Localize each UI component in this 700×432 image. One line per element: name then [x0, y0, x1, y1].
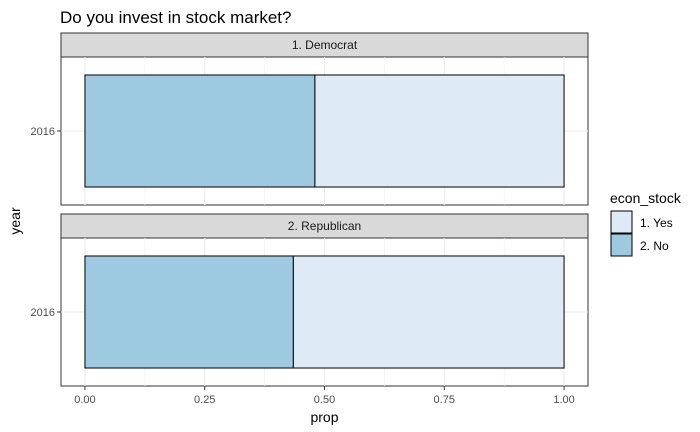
bars-republican — [84, 255, 565, 369]
y-axis-title: year — [7, 207, 23, 235]
bar-segment-1-yes — [314, 74, 565, 188]
facet-republican: 2. Republican 2016 — [31, 213, 589, 387]
x-tick-label: 0.00 — [74, 394, 95, 406]
legend-title: econ_stock — [610, 190, 682, 206]
legend-label-no: 2. No — [640, 239, 669, 253]
facet-strip-label-democrat: 1. Democrat — [292, 38, 358, 52]
y-tick-label-republican: 2016 — [31, 307, 55, 319]
facet-democrat: 1. Democrat 2016 — [31, 32, 589, 206]
legend-key-no — [610, 233, 633, 257]
facet-strip-label-republican: 2. Republican — [288, 219, 361, 233]
bar-segment-2-no — [84, 74, 316, 188]
legend-key-yes — [610, 210, 633, 234]
legend-label-yes: 1. Yes — [640, 216, 673, 230]
chart-title: Do you invest in stock market? — [60, 8, 291, 27]
legend: econ_stock 1. Yes 2. No — [610, 190, 682, 257]
y-tick-label-democrat: 2016 — [31, 126, 55, 138]
facet-strip-republican — [60, 213, 589, 239]
x-axis: 0.00 0.25 0.50 0.75 1.00 — [74, 386, 575, 406]
bar-segment-1-yes — [292, 255, 565, 369]
facet-strip-democrat — [60, 32, 589, 58]
x-tick-label: 0.75 — [434, 394, 455, 406]
x-tick-label: 0.25 — [194, 394, 215, 406]
x-axis-title: prop — [310, 409, 338, 425]
x-tick-label: 0.50 — [314, 394, 335, 406]
x-tick-label: 1.00 — [553, 394, 574, 406]
bar-segment-2-no — [84, 255, 294, 369]
bars-democrat — [84, 74, 565, 188]
